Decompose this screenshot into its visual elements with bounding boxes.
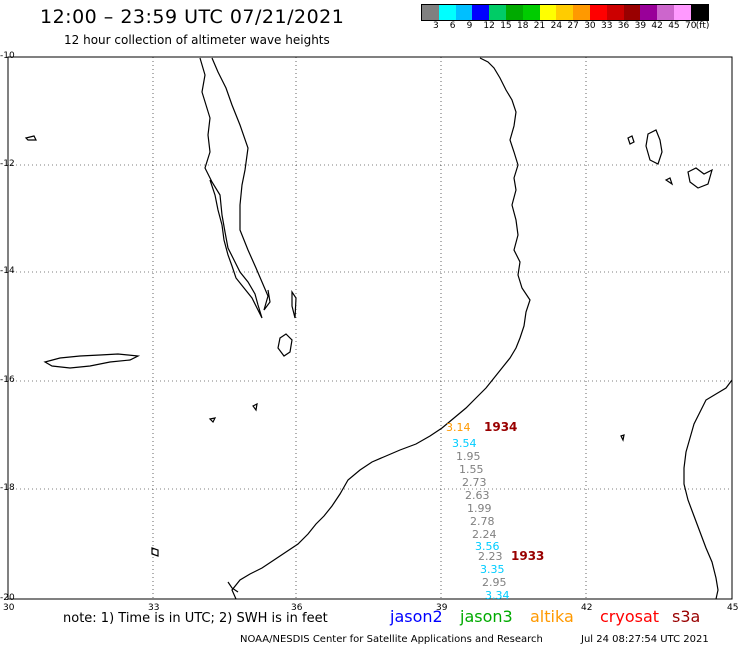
legend-label: 27 [567, 21, 579, 31]
coast-south-segment [227, 581, 239, 593]
mozambique-coastline [231, 57, 531, 600]
swh-observation: 3.34 [485, 589, 510, 602]
small-lake-2 [252, 402, 258, 412]
satellite-legend-jason3: jason3 [460, 607, 513, 626]
legend-label: 12 [483, 21, 495, 31]
x-tick-label: 33 [148, 603, 160, 613]
island-small-east [664, 177, 674, 186]
legend-swatch [438, 5, 456, 20]
lake-small-1 [291, 290, 297, 319]
swh-observation: 1.95 [456, 450, 481, 463]
legend-label: 39 [634, 21, 647, 31]
legend-label: 70 [685, 21, 697, 31]
x-tick-label: 36 [291, 603, 303, 613]
y-tick-label: -10 [0, 51, 15, 61]
legend-label: 36 [617, 21, 630, 31]
lake-southwest [151, 547, 159, 557]
legend-label: 21 [533, 21, 546, 31]
page-title: 12:00 – 23:59 UTC 07/21/2021 [40, 6, 345, 28]
generation-timestamp: Jul 24 08:27:54 UTC 2021 [581, 634, 709, 645]
swh-observation: 2.73 [462, 476, 487, 489]
legend-swatch [690, 5, 708, 20]
legend-swatch [673, 5, 691, 20]
legend-label: 18 [517, 21, 529, 31]
legend-swatch [589, 5, 607, 20]
madagascar-coastline [683, 379, 733, 600]
legend-label: 24 [550, 21, 563, 31]
y-tick-label: -14 [0, 266, 15, 276]
coastline [24, 57, 733, 600]
satellite-legend-s3a: s3a [672, 607, 701, 626]
island-small-ch [620, 434, 625, 442]
swh-observation: 2.24 [472, 528, 497, 541]
legend-label: 15 [500, 21, 512, 31]
legend-swatch [556, 5, 574, 20]
swh-observation: 2.78 [470, 515, 495, 528]
swh-observation: 3.54 [452, 437, 477, 450]
y-tick-label: -20 [0, 593, 15, 603]
legend-swatch [606, 5, 624, 20]
legend-label: 45 [668, 21, 680, 31]
footer-note: note: 1) Time is in UTC; 2) SWH is in fe… [63, 611, 328, 626]
legend-label: 33 [601, 21, 613, 31]
comoros-island-3 [627, 135, 635, 145]
swh-observation: 2.95 [482, 576, 507, 589]
satellite-legend-altika: altika [530, 607, 574, 626]
small-lake-3 [208, 417, 217, 424]
y-tick-label: -16 [0, 375, 15, 385]
lake-malawi-east-shore [211, 57, 271, 311]
y-tick-label: -12 [0, 159, 15, 169]
y-tick-label: -18 [0, 483, 15, 493]
lake-chilwa [277, 333, 293, 357]
legend-swatch [657, 5, 674, 20]
x-tick-label: 30 [3, 603, 15, 613]
swh-observation: 1.55 [459, 463, 484, 476]
legend-swatch [422, 5, 439, 20]
legend-swatch [522, 5, 540, 20]
swh-observation: 3.35 [480, 563, 505, 576]
legend-label: 42 [651, 21, 663, 31]
comoros-island-2 [687, 167, 713, 189]
swh-observation: 2.63 [465, 489, 490, 502]
legend-label: 3 [433, 21, 439, 31]
legend-label: (ft) [695, 21, 710, 31]
x-tick-label: 42 [581, 603, 593, 613]
legend-label: 30 [584, 21, 596, 31]
legend-swatch [573, 5, 590, 20]
swh-observation: 1.99 [467, 502, 492, 515]
page-subtitle: 12 hour collection of altimeter wave hei… [64, 33, 330, 47]
legend-label: 6 [449, 21, 456, 31]
legend-swatch [489, 5, 506, 20]
credit-text: NOAA/NESDIS Center for Satellite Applica… [240, 634, 543, 645]
x-tick-label: 45 [727, 603, 739, 613]
legend-swatch [640, 5, 658, 20]
pass-time-label: 1933 [511, 549, 545, 563]
map-grid [8, 57, 732, 599]
small-lake-west [24, 135, 37, 141]
map-frame [7, 56, 733, 600]
x-tick-label: 39 [436, 603, 448, 613]
legend-swatch [455, 5, 473, 20]
color-scale-legend [421, 4, 709, 21]
satellite-legend-cryosat: cryosat [600, 607, 660, 626]
comoros-island-1 [645, 129, 663, 165]
swh-observation: 2.23 [478, 550, 503, 563]
pass-time-label: 1934 [484, 420, 518, 434]
satellite-legend-jason2: jason2 [390, 607, 443, 626]
legend-label: 9 [466, 21, 473, 31]
swh-observation: 3.56 [475, 540, 500, 553]
legend-swatch [623, 5, 641, 20]
swh-observation: 3.14 [446, 421, 471, 434]
legend-swatch [472, 5, 490, 20]
lake-malawi-west-shore [199, 57, 263, 319]
legend-swatch [505, 5, 523, 20]
legend-swatch [539, 5, 557, 20]
cahora-bassa-lake [43, 353, 141, 369]
